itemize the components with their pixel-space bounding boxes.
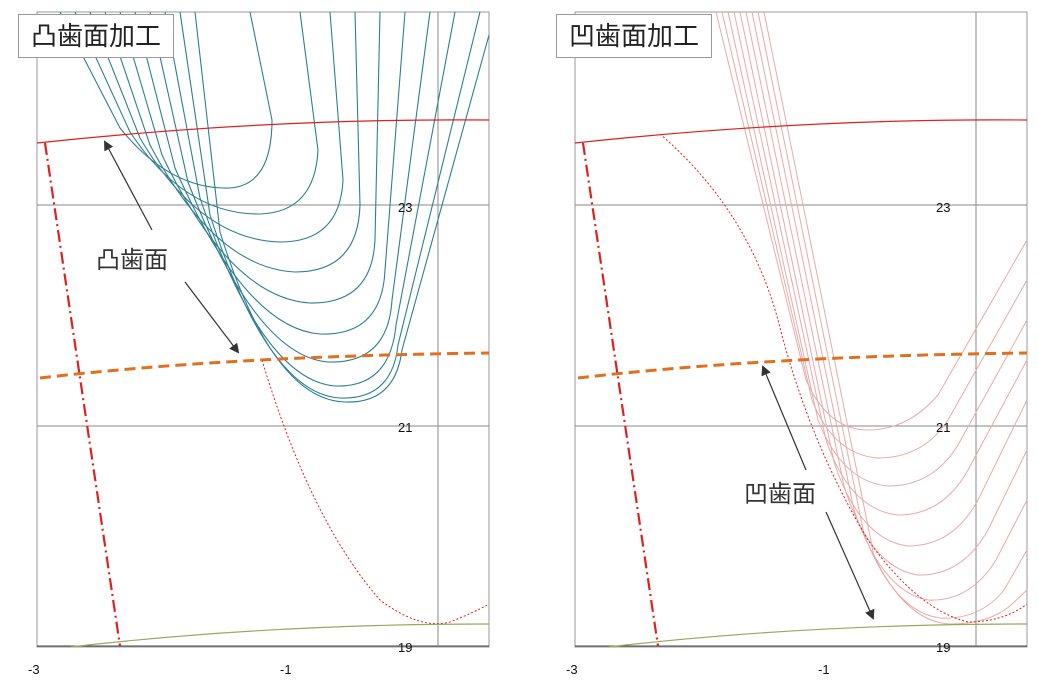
x-tick-neg1: -1 xyxy=(818,662,830,677)
tool-path xyxy=(179,11,481,399)
tool-path xyxy=(739,11,1028,547)
tool-path xyxy=(74,11,319,215)
pitch-line xyxy=(577,351,1028,380)
tool-path xyxy=(194,11,490,403)
tip-circle-line xyxy=(574,119,1028,144)
x-tick-neg3: -3 xyxy=(28,662,40,677)
convex-panel: 凸歯面加工 凸歯面 23 21 19 -3 -1 xyxy=(10,0,510,694)
tool-paths-convex xyxy=(59,11,490,403)
x-tick-neg1: -1 xyxy=(280,662,292,677)
tool-path xyxy=(89,11,344,243)
center-line xyxy=(43,142,122,647)
y-tick-23: 23 xyxy=(936,200,951,215)
tool-path xyxy=(149,11,431,363)
tool-path xyxy=(119,11,381,304)
tool-path xyxy=(164,11,456,387)
plot-frame xyxy=(574,11,1028,648)
callout-label: 凸歯面 xyxy=(96,247,168,274)
tool-path xyxy=(59,11,273,189)
concave-plot xyxy=(574,11,1028,648)
y-tick-21: 21 xyxy=(936,420,951,435)
center-line xyxy=(581,142,660,647)
arrow-to-root xyxy=(825,511,875,620)
y-tick-23: 23 xyxy=(398,200,413,215)
arrow-to-tip xyxy=(104,140,153,231)
arrow-to-flank xyxy=(184,281,240,354)
tip-circle-line xyxy=(36,119,490,144)
tool-path xyxy=(104,11,361,273)
concave-panel: 凹歯面加工 凹歯面 23 21 19 -3 -1 xyxy=(548,0,1038,694)
tool-path xyxy=(733,11,1028,516)
panel-title: 凹歯面加工 xyxy=(556,14,713,58)
convex-plot xyxy=(36,11,490,648)
callout-label: 凹歯面 xyxy=(744,481,816,508)
tool-path xyxy=(757,11,1028,619)
y-tick-19: 19 xyxy=(398,640,413,655)
x-tick-neg3: -3 xyxy=(566,662,578,677)
root-line xyxy=(69,623,490,648)
tooth-profile-dotted xyxy=(659,133,1028,623)
tool-path xyxy=(721,11,1028,459)
tool-path xyxy=(134,11,406,335)
tool-paths-concave xyxy=(715,11,1028,625)
y-tick-21: 21 xyxy=(398,420,413,435)
tool-path xyxy=(763,11,1028,625)
root-line xyxy=(607,623,1028,648)
panel-title: 凸歯面加工 xyxy=(18,14,175,58)
plot-frame xyxy=(36,11,490,648)
pitch-line xyxy=(39,351,490,380)
arrow-to-pitch xyxy=(761,365,807,471)
y-tick-19: 19 xyxy=(936,640,951,655)
tooth-profile-dotted xyxy=(261,359,490,625)
